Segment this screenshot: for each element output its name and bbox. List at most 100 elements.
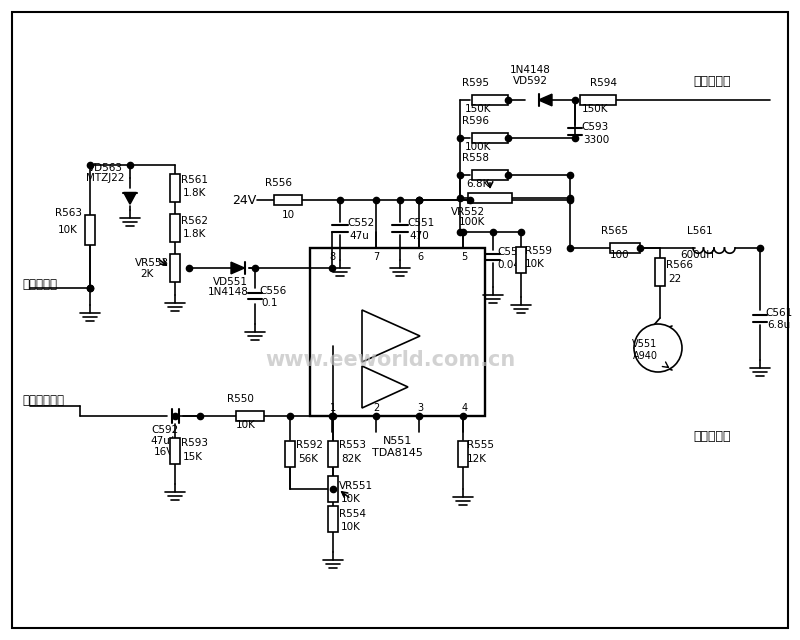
- Text: 12K: 12K: [467, 454, 487, 464]
- Text: V551: V551: [632, 339, 658, 349]
- Text: 1N4148: 1N4148: [207, 287, 249, 297]
- Text: C555: C555: [497, 247, 524, 257]
- Bar: [458, 441, 468, 467]
- Text: 7: 7: [374, 252, 380, 262]
- Text: 1N4148: 1N4148: [510, 65, 550, 75]
- Text: R561: R561: [181, 175, 208, 185]
- Text: 150K: 150K: [465, 104, 491, 114]
- Text: 束电流输入: 束电流输入: [693, 75, 730, 88]
- Text: 6: 6: [418, 252, 423, 262]
- Text: 22: 22: [668, 274, 682, 284]
- Polygon shape: [538, 94, 552, 106]
- Text: VR551: VR551: [339, 481, 373, 491]
- Text: VD592: VD592: [513, 76, 547, 86]
- Text: 56K: 56K: [298, 454, 318, 464]
- Bar: [580, 95, 616, 105]
- Text: 100K: 100K: [459, 217, 485, 227]
- Polygon shape: [231, 262, 245, 274]
- Polygon shape: [362, 366, 408, 408]
- Text: R563: R563: [55, 208, 82, 218]
- Text: 15K: 15K: [183, 452, 203, 462]
- Bar: [285, 441, 295, 467]
- Text: 6.8u: 6.8u: [767, 320, 790, 330]
- Text: MTZJ22: MTZJ22: [86, 173, 125, 183]
- Text: R550: R550: [226, 394, 254, 404]
- Text: C552: C552: [347, 218, 374, 228]
- Text: 24V: 24V: [232, 193, 256, 207]
- Bar: [472, 133, 508, 143]
- Bar: [328, 441, 338, 467]
- Text: 10K: 10K: [341, 494, 361, 504]
- Text: R559: R559: [525, 246, 552, 256]
- Text: 1: 1: [330, 403, 336, 413]
- Text: 1.8K: 1.8K: [183, 229, 206, 239]
- Text: R565: R565: [601, 226, 627, 236]
- Text: 470: 470: [409, 231, 429, 241]
- Polygon shape: [124, 193, 136, 204]
- Text: 行逆程脉冲: 行逆程脉冲: [22, 278, 57, 291]
- Polygon shape: [362, 310, 420, 362]
- Text: VD563: VD563: [88, 163, 123, 173]
- Text: 8: 8: [330, 252, 336, 262]
- Text: R554: R554: [339, 509, 366, 519]
- Bar: [472, 170, 508, 180]
- Text: 10K: 10K: [236, 420, 256, 430]
- Bar: [610, 243, 640, 253]
- Bar: [170, 254, 180, 282]
- Text: 场锯齿波输入: 场锯齿波输入: [22, 394, 64, 407]
- Bar: [472, 95, 508, 105]
- Text: R596: R596: [462, 116, 489, 126]
- Text: 5: 5: [461, 252, 467, 262]
- Text: 4: 4: [461, 403, 467, 413]
- Text: R555: R555: [467, 440, 494, 450]
- Bar: [468, 193, 512, 203]
- Bar: [236, 411, 264, 421]
- Bar: [170, 174, 180, 202]
- Text: C593: C593: [581, 122, 608, 132]
- Text: R595: R595: [462, 78, 489, 88]
- Text: R553: R553: [339, 440, 366, 450]
- Text: C551: C551: [407, 218, 434, 228]
- Text: 0.1: 0.1: [261, 298, 278, 308]
- Text: 16V: 16V: [154, 447, 174, 457]
- Bar: [516, 247, 526, 273]
- Text: R593: R593: [181, 438, 208, 448]
- Text: R592: R592: [296, 440, 323, 450]
- Bar: [85, 215, 95, 245]
- Text: 3300: 3300: [583, 135, 610, 145]
- Text: 10: 10: [282, 210, 294, 220]
- Bar: [310, 248, 485, 416]
- Text: 抛物波输出: 抛物波输出: [693, 430, 730, 443]
- Text: C592: C592: [151, 425, 178, 435]
- Text: 100: 100: [610, 250, 630, 260]
- Text: 2: 2: [374, 403, 380, 413]
- Text: R558: R558: [462, 153, 489, 163]
- Text: VD551: VD551: [213, 277, 247, 287]
- Text: TDA8145: TDA8145: [372, 448, 423, 458]
- Text: 3: 3: [418, 403, 423, 413]
- Bar: [655, 258, 665, 286]
- Text: 1.8K: 1.8K: [183, 188, 206, 198]
- Text: A940: A940: [633, 351, 658, 361]
- Circle shape: [634, 324, 682, 372]
- Text: 2K: 2K: [140, 269, 154, 279]
- Text: 600uH: 600uH: [680, 250, 714, 260]
- Text: C561: C561: [765, 308, 792, 318]
- Text: L561: L561: [687, 226, 713, 236]
- Text: 47u/: 47u/: [150, 436, 174, 446]
- Text: 10K: 10K: [58, 225, 78, 235]
- Text: VR552: VR552: [451, 207, 485, 217]
- Text: R594: R594: [590, 78, 617, 88]
- Text: R562: R562: [181, 216, 208, 226]
- Text: 100K: 100K: [465, 142, 491, 152]
- Bar: [170, 214, 180, 242]
- Text: 10K: 10K: [341, 522, 361, 532]
- Text: 82K: 82K: [341, 454, 361, 464]
- Text: 6.8K: 6.8K: [466, 179, 490, 189]
- Bar: [328, 476, 338, 502]
- Text: R556: R556: [265, 178, 291, 188]
- Text: R566: R566: [666, 260, 693, 270]
- Text: 0.047: 0.047: [497, 260, 526, 270]
- Bar: [328, 506, 338, 532]
- Text: 47u: 47u: [349, 231, 369, 241]
